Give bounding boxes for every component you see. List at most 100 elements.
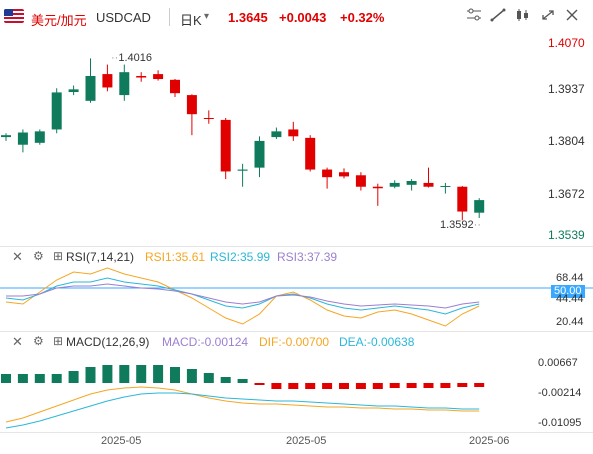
gear-icon[interactable]: ⚙	[33, 334, 44, 348]
price-change-pct: +0.32%	[340, 10, 385, 25]
rsi-title: RSI(7,14,21)	[66, 250, 135, 264]
rsi-tick: 44.44	[556, 293, 584, 305]
candle-body	[136, 76, 147, 78]
macd-tick: -0.01095	[538, 417, 582, 429]
rsi-tick: 68.44	[556, 272, 584, 284]
rsi1-value: RSI1:35.61	[145, 250, 206, 264]
macd-histogram-bar	[136, 365, 147, 383]
candle-body	[305, 137, 316, 170]
candle-body	[355, 175, 366, 187]
candle-body	[220, 119, 231, 172]
macd-histogram-bar	[102, 365, 113, 383]
divider	[169, 8, 170, 26]
macd-histogram-bar	[355, 383, 366, 389]
candle-body	[406, 181, 417, 185]
macd-tick: 0.00667	[538, 357, 578, 369]
candle-body	[102, 74, 113, 88]
symbol: USDCAD	[96, 10, 151, 25]
dif-line	[5, 386, 480, 423]
pair-name-cn: 美元/加元	[31, 13, 87, 28]
rsi-level-tag: 50.00	[551, 285, 585, 298]
macd-value: MACD:-0.00124	[162, 335, 249, 349]
rsi2-value: RSI2:35.99	[210, 250, 271, 264]
rsi2-line	[5, 277, 480, 315]
candle-body	[153, 74, 164, 80]
rsi-chart	[0, 267, 593, 327]
macd-histogram-bar	[51, 374, 62, 383]
candle-body	[119, 72, 130, 96]
candlestick-chart	[1, 58, 485, 221]
candle-body	[339, 172, 349, 177]
price-tick: 1.4070	[548, 36, 585, 50]
plus-box-icon[interactable]: ⊞	[53, 249, 64, 263]
macd-histogram-bar	[474, 383, 485, 387]
close-icon[interactable]: ✕	[12, 249, 23, 264]
chevron-down-icon[interactable]: ▾	[204, 11, 210, 22]
macd-histogram-bar	[271, 383, 282, 389]
chart-header: 美元/加元 USDCAD 日K ▾ 1.3645 +0.0043 +0.32%	[0, 0, 593, 34]
price-change: +0.0043	[279, 10, 327, 25]
macd-tick: -0.00214	[538, 387, 582, 399]
macd-histogram-bar	[186, 369, 197, 383]
price-tick: 1.3539	[548, 228, 585, 242]
drawing-tools-icon[interactable]	[488, 8, 508, 26]
macd-histogram-bar	[85, 367, 96, 383]
price-tick: 1.3672	[548, 187, 585, 201]
period-select[interactable]: 日K	[180, 13, 202, 28]
panel-divider	[0, 331, 593, 332]
macd-histogram-bar	[389, 383, 400, 388]
rsi-tick: 20.44	[556, 316, 584, 328]
date-tick: 2025-05	[101, 435, 142, 447]
macd-histogram-bar	[322, 383, 333, 389]
candle-body	[474, 200, 485, 213]
candle-style-icon[interactable]	[512, 8, 532, 26]
macd-chart	[1, 365, 485, 429]
settings-sliders-icon[interactable]	[464, 8, 484, 26]
macd-histogram-bar	[17, 374, 28, 383]
macd-histogram-bar	[423, 383, 434, 388]
candle-body	[440, 185, 451, 187]
plus-box-icon[interactable]: ⊞	[53, 334, 64, 348]
candle-body	[288, 129, 299, 137]
candle-body	[423, 182, 434, 187]
macd-histogram-bar	[1, 374, 11, 383]
macd-histogram-bar	[68, 371, 79, 383]
candle-body	[237, 169, 248, 171]
high-annotation: ··1.4016	[111, 52, 152, 64]
macd-histogram-bar	[237, 379, 248, 383]
last-price: 1.3645	[228, 10, 268, 25]
macd-histogram-bar	[305, 383, 316, 389]
macd-histogram-bar	[254, 383, 265, 385]
candle-body	[389, 182, 400, 187]
dif-value: DIF:-0.00700	[259, 335, 330, 349]
macd-title: MACD(12,26,9)	[66, 335, 150, 349]
macd-histogram-bar	[34, 374, 45, 383]
candle-body	[186, 95, 197, 115]
rsi3-value: RSI3:37.39	[277, 250, 338, 264]
candle-body	[322, 169, 333, 178]
close-icon[interactable]: ✕	[12, 334, 23, 349]
dea-line	[5, 392, 480, 429]
candle-body	[17, 132, 28, 145]
macd-histogram-bar	[372, 383, 383, 389]
candle-body	[34, 131, 45, 143]
rsi3-line	[6, 283, 480, 309]
macd-histogram-bar	[457, 383, 468, 387]
candle-body	[68, 89, 79, 93]
expand-icon[interactable]	[538, 8, 558, 26]
candle-body	[1, 135, 11, 138]
macd-histogram-bar	[440, 383, 451, 388]
gear-icon[interactable]: ⚙	[33, 249, 44, 263]
candle-body	[254, 140, 265, 168]
macd-histogram-bar	[288, 383, 299, 389]
macd-histogram-bar	[220, 377, 231, 383]
macd-histogram-bar	[339, 383, 349, 389]
date-tick: 2025-05	[286, 435, 327, 447]
close-icon[interactable]	[562, 8, 582, 26]
date-tick: 2025-06	[469, 435, 510, 447]
macd-histogram-bar	[119, 365, 130, 383]
low-annotation: 1.3592··	[440, 219, 481, 231]
price-tick: 1.3937	[548, 82, 585, 96]
price-tick: 1.3804	[548, 134, 585, 148]
dea-value: DEA:-0.00638	[339, 335, 415, 349]
